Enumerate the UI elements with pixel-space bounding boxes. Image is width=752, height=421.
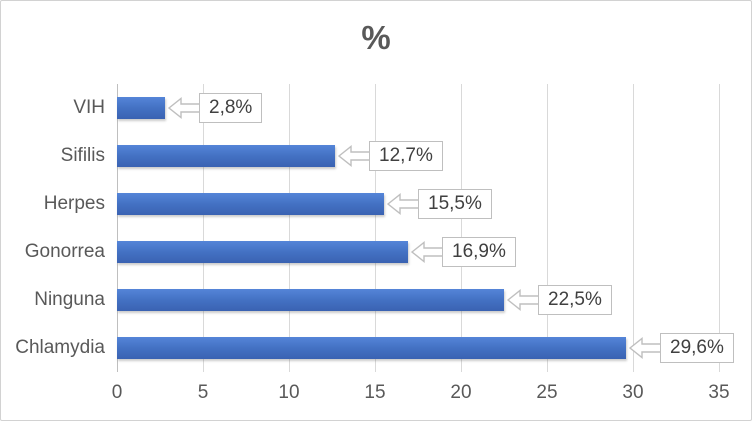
category-label: Chlamydia [15, 337, 105, 358]
category-label: Ninguna [34, 289, 105, 310]
category-label: VIH [73, 97, 105, 118]
gridline [633, 84, 634, 372]
left-arrow-icon [629, 337, 662, 359]
left-arrow-icon [168, 97, 201, 119]
x-tick-label: 30 [622, 382, 644, 403]
gridline [719, 84, 720, 372]
bar-herpes [117, 193, 384, 215]
data-label-callout: 22,5% [538, 285, 612, 315]
left-arrow-icon [338, 145, 371, 167]
data-label-callout: 2,8% [199, 93, 263, 123]
gridline [461, 84, 462, 372]
chart-title: % [361, 19, 391, 56]
x-tick-label: 15 [364, 382, 386, 403]
gridline [375, 84, 376, 372]
category-label: Gonorrea [24, 241, 105, 262]
bar-chlamydia [117, 337, 626, 359]
x-tick-label: 0 [111, 382, 123, 403]
left-arrow-icon [507, 289, 540, 311]
left-arrow-icon [411, 241, 444, 263]
gridline [203, 84, 204, 372]
bar-gonorrea [117, 241, 408, 263]
gridline [547, 84, 548, 372]
x-tick-label: 5 [197, 382, 209, 403]
category-label: Sifilis [60, 145, 105, 166]
category-label: Herpes [43, 193, 105, 214]
left-arrow-icon [387, 193, 420, 215]
data-label-callout: 29,6% [660, 333, 734, 363]
x-tick-label: 25 [536, 382, 558, 403]
bar-vih [117, 97, 165, 119]
x-tick-label: 10 [278, 382, 300, 403]
bar-sifilis [117, 145, 335, 167]
data-label-callout: 15,5% [418, 189, 492, 219]
x-tick-label: 20 [450, 382, 472, 403]
data-label-callout: 16,9% [442, 237, 516, 267]
gridline [289, 84, 290, 372]
plot-area [117, 84, 720, 372]
x-tick-label: 35 [708, 382, 730, 403]
bar-ninguna [117, 289, 504, 311]
data-label-callout: 12,7% [369, 141, 443, 171]
value-axis-line [117, 84, 118, 372]
